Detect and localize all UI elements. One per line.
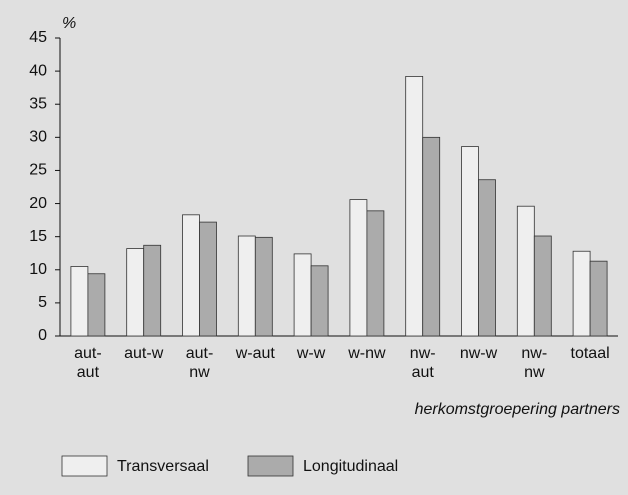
- y-tick-label: 25: [29, 162, 47, 179]
- x-tick-label: w-nw: [347, 345, 386, 362]
- x-tick-label: nw: [524, 364, 545, 381]
- x-tick-label: aut-: [186, 345, 214, 362]
- bar: [182, 214, 200, 337]
- y-tick-label: 40: [29, 62, 47, 79]
- y-tick-label: 5: [38, 294, 47, 311]
- bar: [516, 205, 535, 337]
- x-tick-label: aut: [77, 364, 100, 381]
- y-tick-label: 30: [29, 129, 47, 146]
- bar: [589, 260, 608, 337]
- y-tick-label: 15: [29, 228, 47, 245]
- y-tick-label: 10: [29, 261, 47, 278]
- x-tick-label: nw-: [521, 345, 547, 362]
- x-axis-label: herkomstgroepering partners: [415, 401, 620, 418]
- bar: [87, 273, 106, 337]
- bar: [572, 250, 591, 337]
- x-tick-label: nw-: [410, 345, 436, 362]
- bar: [237, 235, 256, 337]
- bar: [70, 266, 89, 337]
- bar: [405, 76, 424, 337]
- legend-label: Transversaal: [117, 458, 209, 475]
- bar: [349, 199, 368, 337]
- bar: [422, 136, 441, 337]
- y-axis-label: %: [62, 15, 76, 32]
- x-tick-label: aut-: [74, 345, 102, 362]
- legend-swatch: [247, 455, 294, 477]
- bar: [310, 265, 329, 337]
- bar: [461, 146, 479, 337]
- bar: [126, 248, 145, 337]
- x-tick-label: w-aut: [235, 345, 276, 362]
- y-tick-label: 20: [29, 195, 47, 212]
- bar: [366, 210, 385, 337]
- legend-swatch: [61, 455, 108, 477]
- bar: [199, 221, 217, 337]
- x-tick-label: totaal: [571, 345, 610, 362]
- bar: [254, 236, 273, 337]
- bar: [293, 253, 312, 337]
- x-tick-label: nw: [189, 364, 210, 381]
- y-tick-label: 35: [29, 95, 47, 112]
- bar: [533, 235, 552, 337]
- y-tick-label: 0: [38, 327, 47, 344]
- y-tick-label: 45: [29, 29, 47, 46]
- bar: [478, 179, 496, 337]
- legend-label: Longitudinaal: [303, 458, 398, 475]
- bar: [143, 244, 162, 337]
- x-tick-label: w-w: [296, 345, 326, 362]
- x-tick-label: aut: [412, 364, 435, 381]
- x-tick-label: aut-w: [124, 345, 164, 362]
- x-tick-label: nw-w: [460, 345, 498, 362]
